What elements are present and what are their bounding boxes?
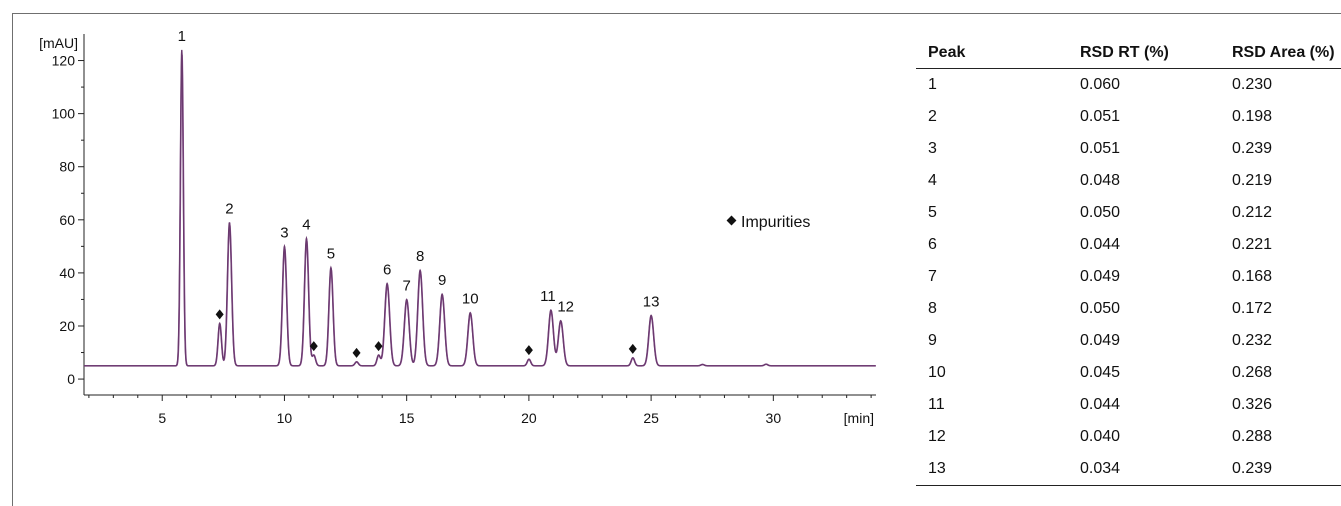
main-trace (84, 49, 876, 367)
col-header-rsd-rt: RSD RT (%) (1068, 38, 1220, 69)
cell-peak: 1 (928, 76, 937, 93)
table-row: 13 0.034 0.239 (916, 453, 1341, 486)
col-header-rsd-area: RSD Area (%) (1220, 38, 1341, 69)
peak-label: 9 (438, 272, 446, 289)
cell-rsd-area: 0.239 (1220, 453, 1341, 486)
cell-rsd-rt: 0.051 (1080, 140, 1121, 157)
table-row: 6 0.044 0.221 (916, 229, 1341, 261)
cell-peak: 12 (928, 428, 946, 445)
table-row: 11 0.044 0.326 (916, 389, 1341, 421)
x-tick-label: 10 (277, 410, 293, 426)
cell-peak: 3 (928, 140, 937, 157)
impurity-marker (309, 341, 318, 352)
frame-left-border (12, 13, 13, 506)
frame-top-border (12, 13, 1341, 14)
cell-rsd-rt: 0.049 (1080, 268, 1121, 285)
x-axis-label: [min] (844, 410, 874, 426)
cell-rsd-area: 0.239 (1232, 140, 1273, 157)
cell-peak: 5 (928, 204, 937, 221)
peak-label: 4 (302, 216, 310, 233)
cell-rsd-rt: 0.049 (1080, 332, 1121, 349)
cell-rsd-area: 0.168 (1232, 268, 1273, 285)
peak-label: 8 (416, 248, 424, 265)
y-tick-label: 20 (59, 318, 75, 334)
impurity-marker (524, 345, 533, 356)
cell-rsd-rt: 0.060 (1080, 76, 1121, 93)
y-axis-label: [mAU] (39, 35, 78, 51)
cell-peak: 7 (928, 268, 937, 285)
y-tick-label: 0 (67, 371, 75, 387)
cell-rsd-area: 0.172 (1232, 300, 1273, 317)
table-row: 4 0.048 0.219 (916, 165, 1341, 197)
impurity-marker (352, 347, 361, 358)
x-tick-label: 20 (521, 410, 537, 426)
impurity-marker (215, 309, 224, 320)
peak-label: 5 (327, 246, 335, 263)
table-row: 12 0.040 0.288 (916, 421, 1341, 453)
legend-label: Impurities (741, 214, 811, 231)
cell-rsd-rt: 0.045 (1080, 364, 1121, 381)
table-header-row: Peak RSD RT (%) RSD Area (%) (916, 38, 1341, 69)
impurity-marker (374, 341, 383, 352)
table-row: 8 0.050 0.172 (916, 293, 1341, 325)
table-row: 1 0.060 0.230 (916, 69, 1341, 102)
x-tick-label: 15 (399, 410, 415, 426)
cell-peak: 4 (928, 172, 937, 189)
impurity-diamond-icon (726, 215, 737, 226)
legend: Impurities (726, 214, 811, 232)
y-tick-label: 120 (52, 53, 76, 69)
cell-rsd-area: 0.219 (1232, 172, 1273, 189)
cell-rsd-area: 0.268 (1232, 364, 1273, 381)
cell-rsd-area: 0.288 (1232, 428, 1273, 445)
table-row: 3 0.051 0.239 (916, 133, 1341, 165)
cell-rsd-rt: 0.050 (1080, 300, 1121, 317)
cell-peak: 11 (928, 396, 945, 413)
cell-rsd-area: 0.221 (1232, 236, 1273, 253)
cell-rsd-area: 0.212 (1232, 204, 1273, 221)
cell-rsd-area: 0.326 (1232, 396, 1273, 413)
table-row: 2 0.051 0.198 (916, 101, 1341, 133)
peak-label: 12 (557, 299, 574, 316)
table-row: 5 0.050 0.212 (916, 197, 1341, 229)
cell-rsd-area: 0.198 (1232, 108, 1273, 125)
peak-label: 13 (643, 293, 660, 310)
col-header-peak: Peak (916, 38, 1068, 69)
peak-label: 6 (383, 262, 391, 279)
table-row: 10 0.045 0.268 (916, 357, 1341, 389)
cell-peak: 13 (916, 453, 1068, 486)
y-tick-label: 40 (59, 265, 75, 281)
cell-peak: 2 (928, 108, 937, 125)
peak-label: 10 (462, 291, 479, 308)
cell-peak: 10 (928, 364, 946, 381)
table-row: 7 0.049 0.168 (916, 261, 1341, 293)
y-tick-label: 60 (59, 212, 75, 228)
peak-label: 7 (402, 277, 410, 294)
x-tick-label: 25 (643, 410, 659, 426)
cell-rsd-rt: 0.044 (1080, 396, 1121, 413)
rsd-table: Peak RSD RT (%) RSD Area (%) 1 0.060 0.230… (916, 38, 1341, 486)
x-tick-label: 5 (158, 410, 166, 426)
cell-peak: 6 (928, 236, 937, 253)
peak-label: 1 (178, 28, 186, 45)
cell-peak: 8 (928, 300, 937, 317)
overlay-trace (84, 54, 876, 367)
peak-label: 11 (540, 288, 556, 305)
cell-rsd-rt: 0.050 (1080, 204, 1121, 221)
table-row: 9 0.049 0.232 (916, 325, 1341, 357)
x-tick-label: 30 (766, 410, 782, 426)
peak-label: 2 (225, 200, 233, 217)
cell-rsd-area: 0.230 (1232, 76, 1273, 93)
cell-rsd-rt: 0.051 (1080, 108, 1121, 125)
cell-rsd-rt: 0.034 (1068, 453, 1220, 486)
peak-label: 3 (280, 224, 288, 241)
cell-rsd-area: 0.232 (1232, 332, 1273, 349)
impurity-marker (628, 343, 637, 354)
cell-peak: 9 (928, 332, 937, 349)
cell-rsd-rt: 0.044 (1080, 236, 1121, 253)
y-tick-label: 100 (52, 106, 76, 122)
cell-rsd-rt: 0.040 (1080, 428, 1121, 445)
y-tick-label: 80 (59, 159, 75, 175)
cell-rsd-rt: 0.048 (1080, 172, 1121, 189)
